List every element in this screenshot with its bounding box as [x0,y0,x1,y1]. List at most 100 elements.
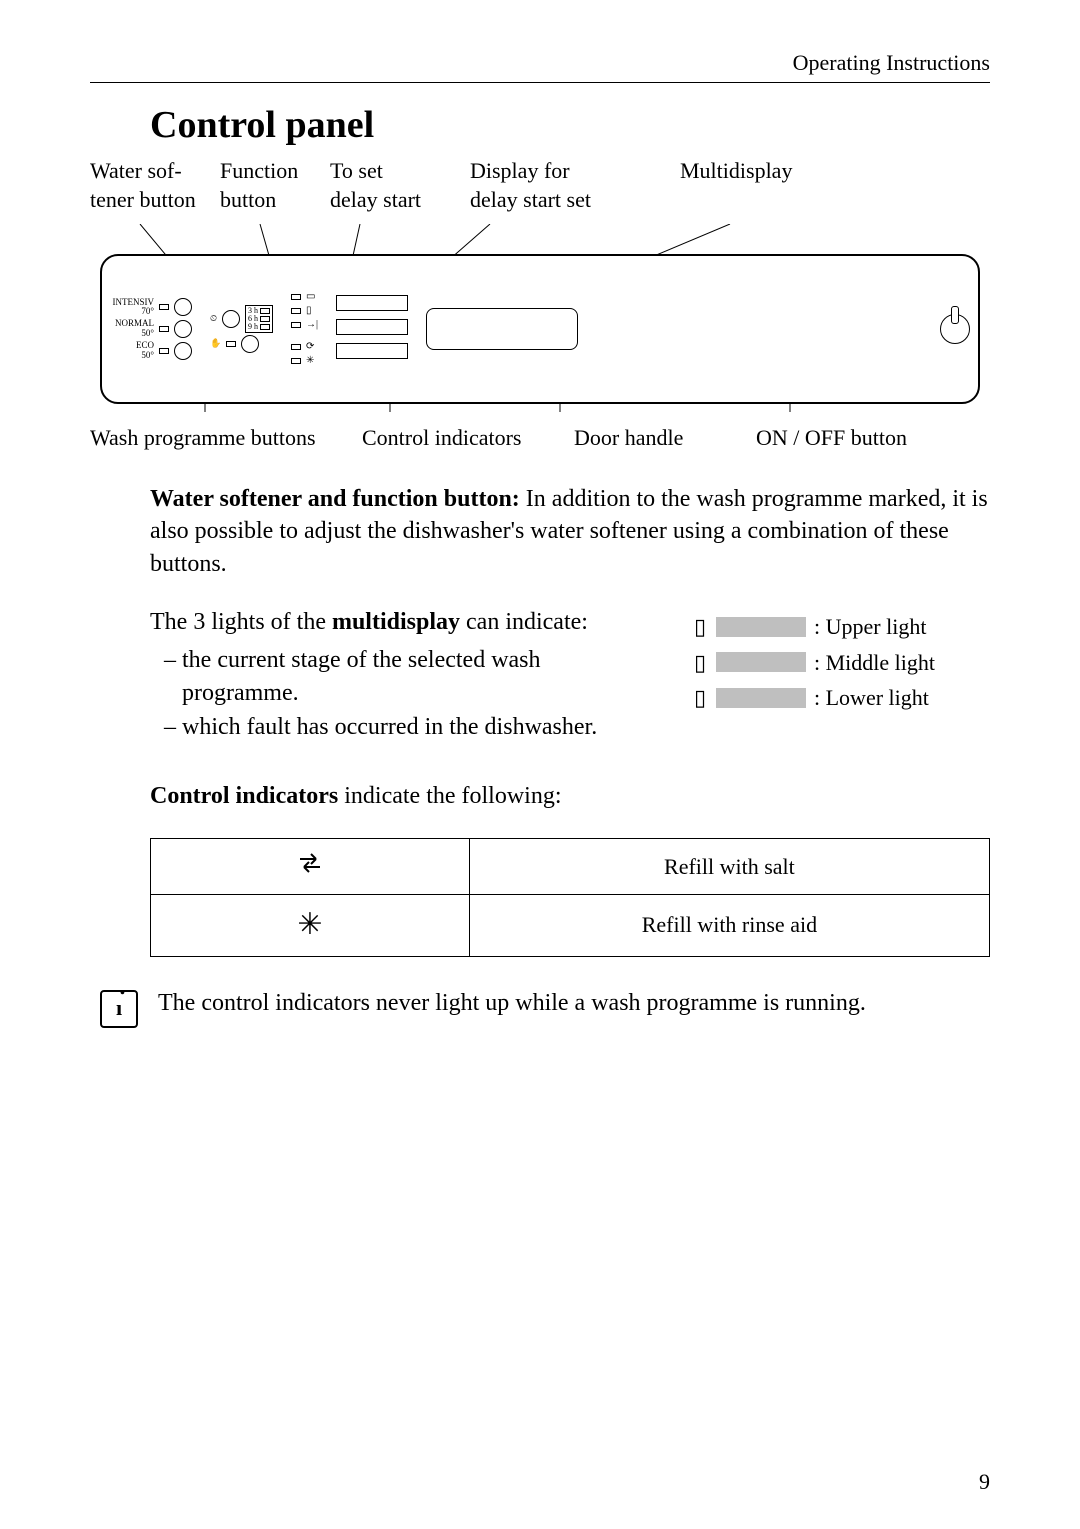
para-water-softener: Water softener and function button: In a… [150,483,990,580]
multidisplay-intro-pre: The 3 lights of the [150,609,332,635]
label-delay-display: Display for delay start set [470,157,680,214]
arrows-swap-icon [296,851,324,875]
ind-row: ▭ [291,291,318,303]
bold-water-softener: Water softener and function button: [150,486,520,512]
rinse-aid-text: Refill with rinse aid [469,895,989,957]
body-text: Water softener and function button: In a… [150,483,990,957]
function-button-icon [222,310,240,328]
led-icon [291,294,301,300]
label-on-off: ON / OFF button [756,424,936,453]
delay-options-display: 3 h 6 h 9 h [245,305,273,333]
multidisplay-intro-bold: multidisplay [332,609,460,635]
clock-icon: ⏲ [210,314,217,324]
label-multidisplay: Multidisplay [680,157,830,214]
para-control-indicators: Control indicators indicate the followin… [150,780,990,812]
lights-legend: ▯ : Upper light ▯ : Middle light ▯ : Low… [690,606,990,719]
label-wash-buttons: Wash programme buttons [90,424,340,453]
light-upper: ▯ : Upper light [690,612,990,642]
led-icon [291,322,301,328]
label-delay-set: To set delay start [330,157,470,214]
running-head: Operating Instructions [90,50,990,83]
multidisplay-list: the current stage of the selected wash p… [150,644,650,743]
table-row: ✳ Refill with rinse aid [151,895,990,957]
on-off-button-icon [940,314,970,344]
extra-button-icon [241,335,259,353]
multidisplay-bar-upper [336,295,408,311]
door-handle-icon [426,308,578,350]
ind-row: →| [291,319,318,331]
indicator-led-icon [159,326,169,332]
control-indicators-bold: Control indicators [150,783,338,809]
manual-page: Operating Instructions Control panel Wat… [0,0,1080,1529]
multidisplay-item-1: the current stage of the selected wash p… [164,644,650,709]
led-icon [291,308,301,314]
prog-eco: ECO 50° [110,341,192,361]
indicator-led-icon [159,348,169,354]
light-lower-label: : Lower light [814,683,929,713]
multidisplay-explain-row: The 3 lights of the multidisplay can ind… [150,606,990,750]
led-icon [226,341,236,347]
extra-button-row: ✋ [210,335,273,353]
panel-inner-content: INTENSIV 70° NORMAL 50° ECO 50° [110,264,970,394]
control-panel-diagram: INTENSIV 70° NORMAL 50° ECO 50° [90,224,990,414]
light-middle: ▯ : Middle light [690,648,990,678]
label-water-softener: Water sof- tener button [90,157,220,214]
function-delay-group: ⏲ 3 h 6 h 9 h ✋ [210,303,273,355]
prog-eco-button-icon [174,342,192,360]
prog-intensiv-button-icon [174,298,192,316]
prog-intensiv-label: INTENSIV 70° [110,298,154,318]
function-button-row: ⏲ 3 h 6 h 9 h [210,305,273,333]
multidisplay-intro-post: can indicate: [460,609,588,635]
table-row: Refill with salt [151,838,990,894]
prog-intensiv: INTENSIV 70° [110,298,192,318]
info-icon: • ı [100,990,138,1028]
multidisplay-item-2: which fault has occurred in the dishwash… [164,711,650,743]
light-middle-label: : Middle light [814,648,935,678]
light-bar-icon [716,688,806,708]
info-note-row: • ı The control indicators never light u… [100,987,990,1028]
page-number: 9 [979,1469,990,1495]
multidisplay-bar-lower [336,343,408,359]
control-indicators-group: ▭ ▯ →| ⟳ ✳ [291,289,318,369]
diagram-top-labels: Water sof- tener button Function button … [90,157,990,214]
prog-normal-label: NORMAL 50° [110,319,154,339]
led-icon [291,358,301,364]
salt-text: Refill with salt [469,838,989,894]
section-title: Control panel [150,103,990,147]
multidisplay-text-col: The 3 lights of the multidisplay can ind… [150,606,650,750]
label-door-handle: Door handle [574,424,734,453]
info-note-text: The control indicators never light up wh… [158,987,990,1019]
light-upper-icon: ▯ [690,612,710,642]
control-indicators-rest: indicate the following: [338,783,561,809]
prog-normal: NORMAL 50° [110,319,192,339]
light-bar-icon [716,652,806,672]
hand-icon: ✋ [210,339,221,349]
ind-row: ▯ [291,305,318,317]
multidisplay-group [336,295,408,364]
label-function: Function button [220,157,330,214]
light-lower: ▯ : Lower light [690,683,990,713]
ind-row-salt: ⟳ [291,341,318,353]
led-icon [260,308,270,314]
indicator-table: Refill with salt ✳ Refill with rinse aid [150,838,990,957]
salt-icon [151,838,470,894]
diagram-bottom-labels: Wash programme buttons Control indicator… [90,424,990,453]
light-lower-icon: ▯ [690,683,710,713]
label-control-indicators: Control indicators [362,424,552,453]
indicator-led-icon [159,304,169,310]
light-bar-icon [716,617,806,637]
delay-opt-9h: 9 h [248,322,258,331]
prog-eco-label: ECO 50° [110,341,154,361]
ind-row-rinse: ✳ [291,355,318,367]
led-icon [291,344,301,350]
light-middle-icon: ▯ [690,648,710,678]
led-icon [260,324,270,330]
wash-programme-group: INTENSIV 70° NORMAL 50° ECO 50° [110,296,192,363]
light-upper-label: : Upper light [814,612,926,642]
led-icon [260,316,270,322]
rinse-aid-icon: ✳ [151,895,470,957]
multidisplay-bars [336,295,408,364]
prog-normal-button-icon [174,320,192,338]
control-panel-zone: Water sof- tener button Function button … [90,157,990,453]
multidisplay-bar-middle [336,319,408,335]
